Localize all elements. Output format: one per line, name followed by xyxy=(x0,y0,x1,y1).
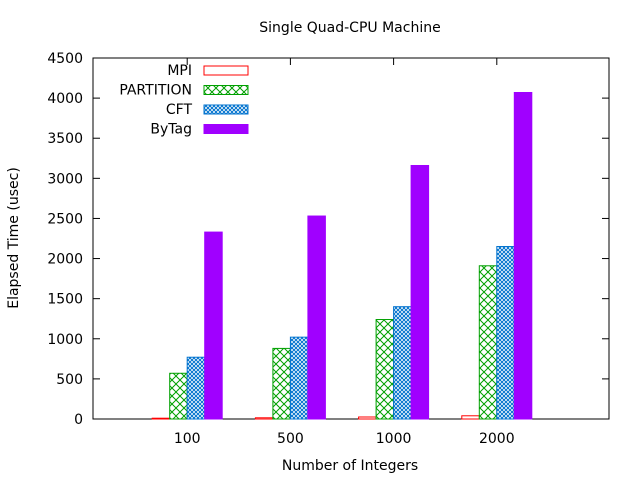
y-tick-label: 3000 xyxy=(47,171,83,187)
y-tick-label: 1000 xyxy=(47,332,83,348)
x-tick-label: 500 xyxy=(277,431,304,447)
y-tick-label: 3500 xyxy=(47,131,83,147)
bar-mpi-1000 xyxy=(358,416,377,420)
bar-partition-2000 xyxy=(478,265,498,420)
y-tick-label: 1500 xyxy=(47,292,83,308)
bar-bytag-500 xyxy=(307,215,326,420)
y-axis-label: Elapsed Time (usec) xyxy=(6,167,22,309)
plot-frame xyxy=(92,57,610,420)
bar-mpi-100 xyxy=(151,417,171,420)
bars xyxy=(151,91,533,420)
bar-cft-100 xyxy=(186,356,206,420)
y-axis-ticks: 0 500 1000 1500 2000 2500 3000 3500 4000 4500 xyxy=(47,51,609,428)
y-tick-label: 4000 xyxy=(47,91,83,107)
bar-cft-1000 xyxy=(393,306,412,420)
x-tick-label: 2000 xyxy=(479,431,515,447)
bar-partition-100 xyxy=(169,372,188,420)
y-tick-label: 2000 xyxy=(47,252,83,268)
bar-bytag-1000 xyxy=(410,164,430,420)
x-axis-label: Number of Integers xyxy=(282,458,418,474)
legend: MPI PARTITION CFT ByTag xyxy=(119,63,249,138)
legend-label: MPI xyxy=(167,63,192,79)
y-tick-label: 500 xyxy=(56,372,83,388)
bar-mpi-500 xyxy=(254,417,274,420)
bar-mpi-2000 xyxy=(461,415,480,420)
legend-swatch-mpi xyxy=(203,65,249,76)
bar-partition-1000 xyxy=(375,319,395,420)
bar-cft-2000 xyxy=(496,246,515,420)
y-tick-label: 2500 xyxy=(47,211,83,227)
bar-bytag-100 xyxy=(204,231,223,420)
x-tick-label: 1000 xyxy=(376,431,412,447)
bar-bytag-2000 xyxy=(513,91,533,420)
legend-swatch-bytag xyxy=(203,124,249,134)
legend-swatch-cft xyxy=(203,104,249,115)
y-tick-label: 0 xyxy=(74,412,83,428)
y-tick-label: 4500 xyxy=(47,51,83,67)
x-axis-ticks: 100 500 1000 2000 xyxy=(174,58,515,447)
legend-label: CFT xyxy=(166,102,193,118)
legend-swatch-partition xyxy=(203,85,249,95)
x-tick-label: 100 xyxy=(174,431,201,447)
legend-label: ByTag xyxy=(150,122,192,138)
bar-partition-500 xyxy=(272,347,291,420)
chart-title: Single Quad-CPU Machine xyxy=(259,20,440,36)
legend-label: PARTITION xyxy=(119,83,192,99)
bar-cft-500 xyxy=(289,336,309,420)
